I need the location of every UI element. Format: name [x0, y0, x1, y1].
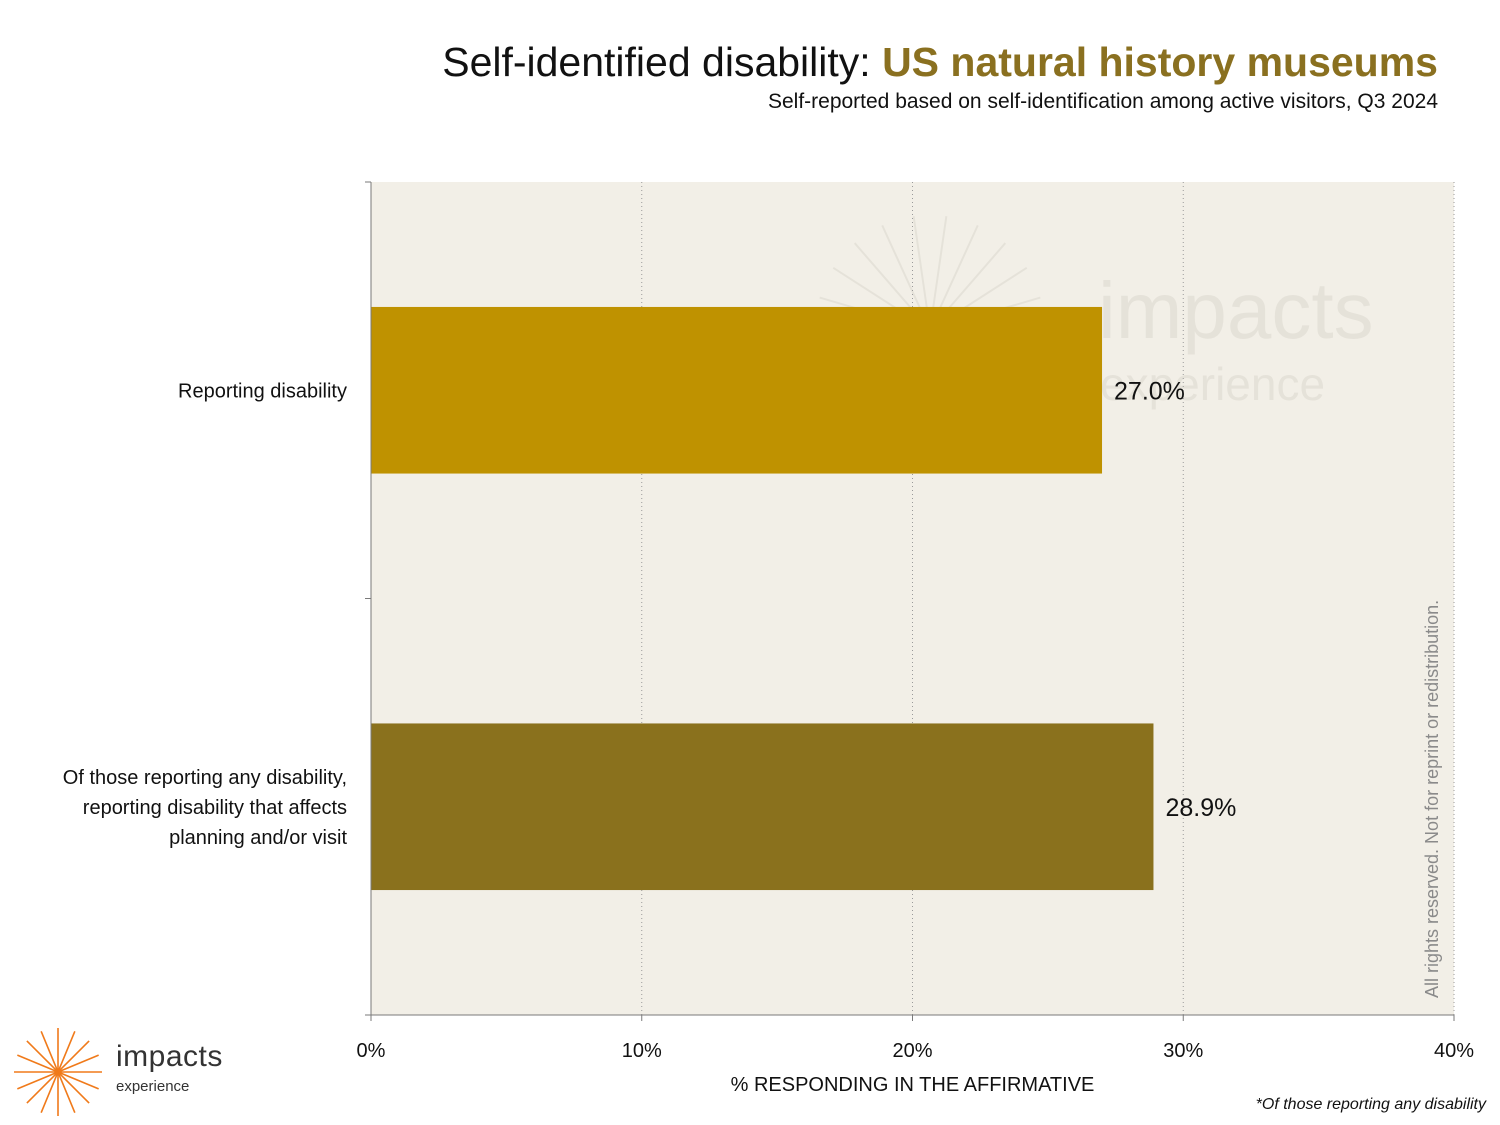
x-tick-label: 30% [1163, 1040, 1203, 1062]
chart-subtitle: Self-reported based on self-identificati… [767, 90, 1438, 113]
sunburst-ray [17, 1054, 99, 1090]
footnote: *Of those reporting any disability [1255, 1096, 1486, 1113]
chart-title-prefix: Self-identified disability: [442, 39, 883, 85]
logo-wordmark: impacts [116, 1040, 223, 1073]
bar [371, 306, 1103, 474]
x-tick-label: 0% [357, 1040, 386, 1062]
watermark-word: impacts [1098, 266, 1374, 355]
bar [371, 723, 1154, 891]
chart-title-accent: US natural history museums [882, 39, 1438, 85]
x-tick-label: 20% [892, 1040, 932, 1062]
category-label: Of those reporting any disability, report… [63, 767, 348, 849]
bar-value-label: 28.9% [1165, 794, 1236, 822]
x-tick-label: 10% [622, 1040, 662, 1062]
watermark-sub: experience [1100, 358, 1325, 410]
category-label: Reporting disability [178, 380, 347, 402]
chart-title: Self-identified disability: US natural h… [442, 36, 1438, 88]
x-axis-title: % RESPONDING IN THE AFFIRMATIVE [731, 1074, 1095, 1096]
bar-value-label: 27.0% [1114, 377, 1185, 405]
impacts-logo: impacts experience [12, 1026, 252, 1118]
sunburst-icon [14, 1028, 102, 1116]
chart-title-block: Self-identified disability: US natural h… [442, 36, 1438, 116]
copyright-notice: All rights reserved. Not for reprint or … [1422, 599, 1442, 998]
logo-subtitle: experience [116, 1078, 190, 1095]
x-tick-label: 40% [1434, 1040, 1474, 1062]
